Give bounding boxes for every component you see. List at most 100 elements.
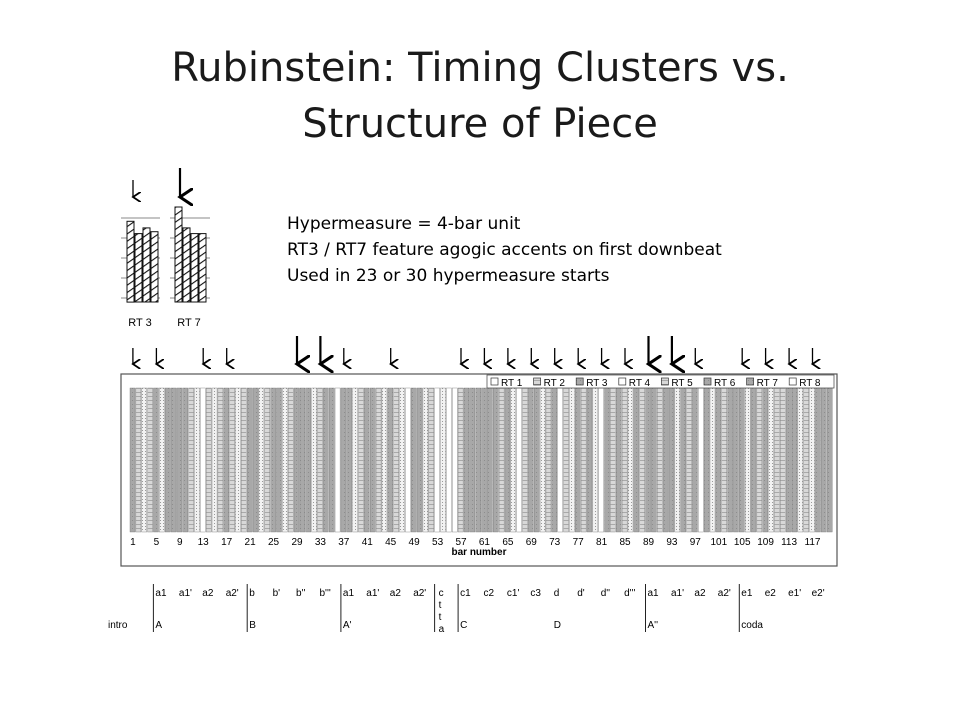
x-tick-21: 21: [245, 537, 257, 548]
slide-title-line1: Rubinstein: Timing Clusters vs.: [171, 45, 789, 91]
bar-51: [422, 387, 429, 533]
inset-bar-1-3: [142, 227, 151, 303]
bar-35: [328, 387, 335, 533]
form-section-8: coda: [741, 620, 763, 631]
bar-59: [469, 387, 476, 533]
x-tick-113: 113: [781, 537, 797, 548]
bar-54: [440, 387, 446, 533]
form-segment-18: d': [577, 588, 585, 599]
x-tick-41: 41: [362, 537, 374, 548]
bar-6: [159, 387, 165, 533]
bar-105: [739, 387, 745, 533]
bar-31: [305, 387, 312, 533]
form-segment-25: e1: [741, 588, 753, 599]
x-tick-61: 61: [479, 537, 491, 548]
legend-label-6: RT 6: [714, 378, 736, 389]
legend-label-3: RT 3: [586, 378, 608, 389]
cetta-letter-2: t: [439, 600, 442, 611]
form-segment-3: a2: [202, 588, 214, 599]
inset-label-rt7: RT 7: [177, 317, 200, 329]
x-axis-label: bar number: [451, 547, 506, 558]
bar-79: [586, 387, 593, 533]
inset-bars: [126, 206, 207, 303]
inset-bar-2-2: [182, 227, 191, 303]
bar-83: [610, 387, 616, 533]
bar-7: [164, 387, 171, 533]
form-segment-6: b': [273, 588, 281, 599]
x-tick-97: 97: [690, 537, 702, 548]
bar-45: [387, 387, 394, 533]
bar-114: [791, 387, 798, 533]
form-structure: a1 a1' a2 a2' b b' b'' b''' a1 a1' a2 a2' c1 c2 c1' c3 d…: [108, 584, 825, 635]
bar-103: [727, 387, 733, 533]
bar-23: [258, 387, 265, 533]
x-tick-labels: 1 5 9 13 17 21 25 29 33 37 41 45 49 53 57 61 65 69 73 77 81 8…: [130, 537, 821, 548]
x-tick-5: 5: [154, 537, 160, 548]
form-segment-16: c3: [530, 588, 541, 599]
bar-3: [141, 387, 147, 533]
bar-1: [129, 387, 136, 533]
form-section-7: A'': [648, 620, 659, 631]
bar-2: [135, 387, 142, 533]
section-dividers: [152, 584, 740, 632]
inset-bar-2-4: [198, 233, 207, 303]
x-tick-73: 73: [549, 537, 561, 548]
bar-98: [698, 387, 704, 533]
bar-73: [551, 387, 558, 533]
x-tick-81: 81: [596, 537, 608, 548]
bar-108: [756, 387, 763, 533]
bar-104: [733, 387, 739, 533]
bar-76: [569, 387, 575, 533]
bar-18: [229, 387, 235, 533]
bar-41: [364, 387, 370, 533]
bar-86: [627, 387, 634, 533]
bar-8: [170, 387, 177, 533]
bar-82: [604, 387, 610, 533]
bar-116: [803, 387, 809, 533]
bar-4: [147, 387, 153, 533]
x-tick-9: 9: [177, 537, 183, 548]
bar-17: [223, 387, 229, 533]
form-segment-23: a2: [694, 588, 706, 599]
bar-66: [510, 387, 517, 533]
bar-81: [598, 387, 604, 533]
bar-71: [539, 387, 546, 533]
bar-117: [809, 387, 815, 533]
bar-113: [785, 387, 792, 533]
form-segment-17: d: [554, 588, 560, 599]
bar-48: [405, 387, 411, 533]
bar-16: [217, 387, 224, 533]
bar-78: [580, 387, 587, 533]
bar-106: [744, 387, 751, 533]
bar-30: [299, 387, 306, 533]
bar-107: [750, 387, 757, 533]
form-segment-9: a1: [343, 588, 355, 599]
bar-56: [452, 387, 458, 533]
bar-29: [293, 387, 300, 533]
bar-32: [311, 387, 317, 533]
form-section-4: A': [343, 620, 352, 631]
x-tick-17: 17: [221, 537, 233, 548]
form-segment-5: b: [249, 588, 255, 599]
slide-title-line2: Structure of Piece: [302, 101, 658, 147]
form-segment-22: a1': [671, 588, 684, 599]
bar-22: [252, 387, 259, 533]
x-tick-29: 29: [291, 537, 303, 548]
legend-label-8: RT 8: [799, 378, 821, 389]
form-section-1: intro: [108, 620, 128, 631]
bar-118: [815, 387, 821, 533]
bar-49: [411, 387, 417, 533]
form-section-6: D: [554, 620, 561, 631]
x-tick-101: 101: [710, 537, 727, 548]
bar-64: [498, 387, 505, 533]
inset-bar-1-4: [150, 231, 159, 303]
bar-69: [528, 387, 534, 533]
cetta-letter-1: c: [439, 588, 444, 599]
form-section-3: B: [249, 620, 256, 631]
bar-40: [358, 387, 364, 533]
bar-46: [393, 387, 399, 533]
bar-27: [282, 387, 288, 533]
x-tick-25: 25: [268, 537, 280, 548]
x-tick-85: 85: [619, 537, 631, 548]
